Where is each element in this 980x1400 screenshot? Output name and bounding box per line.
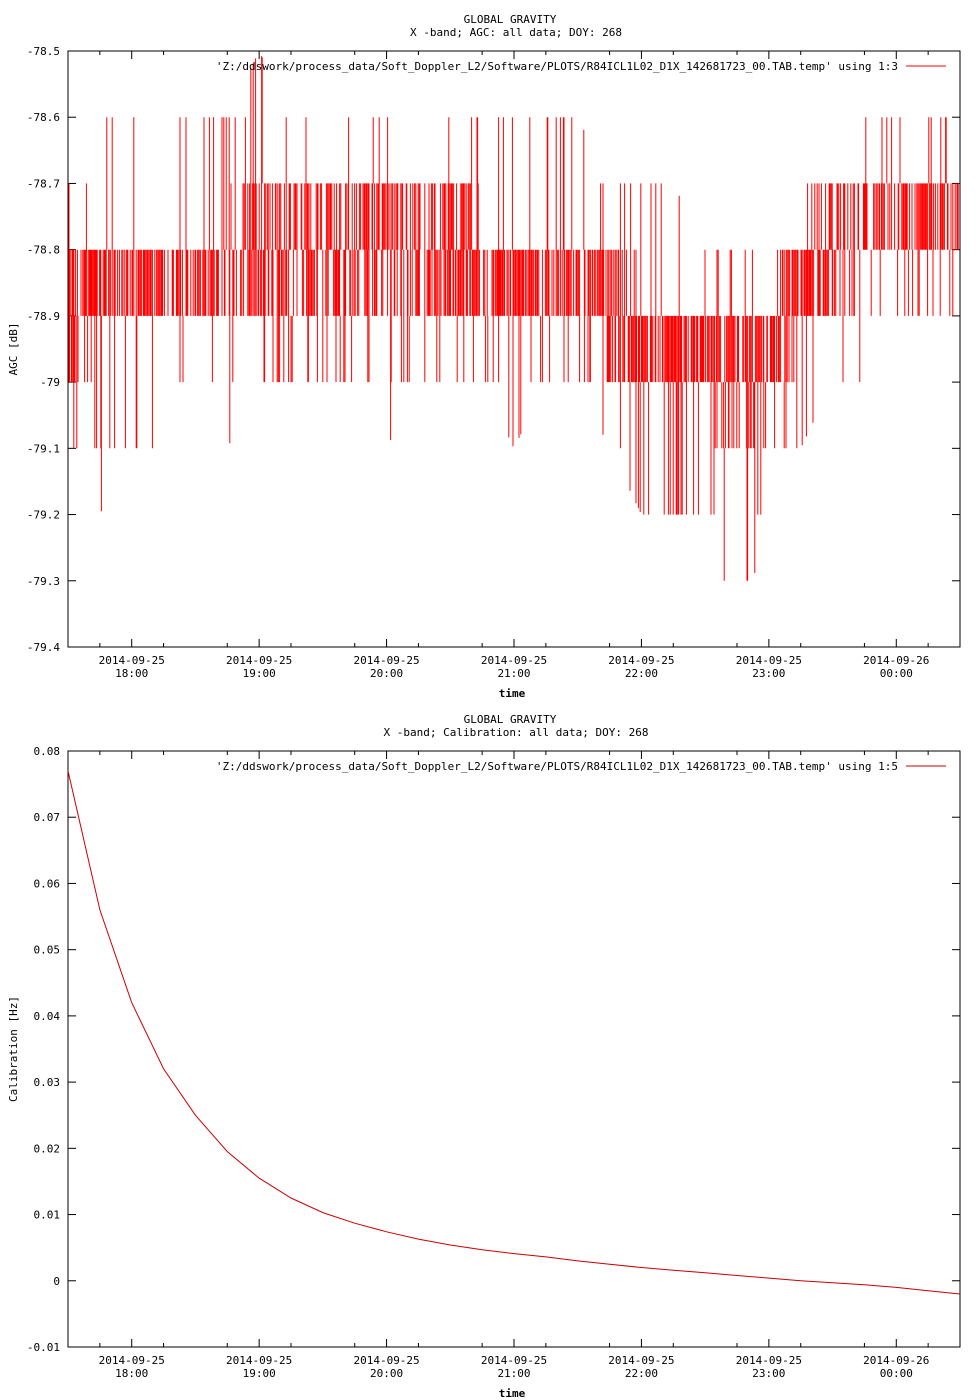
x-tick-time-label: 20:00 xyxy=(370,667,403,680)
x-tick-time-label: 22:00 xyxy=(625,1367,658,1380)
y-tick-label: 0 xyxy=(53,1275,60,1288)
chart-subtitle: X -band; Calibration: all data; DOY: 268 xyxy=(384,726,649,739)
x-tick-time-label: 00:00 xyxy=(880,1367,913,1380)
x-tick-time-label: 23:00 xyxy=(752,667,785,680)
x-tick-time-label: 18:00 xyxy=(115,1367,148,1380)
series-line-agc xyxy=(68,56,959,581)
x-tick-date-label: 2014-09-26 xyxy=(863,1354,929,1367)
y-tick-label: -79 xyxy=(40,376,60,389)
y-tick-label: 0.05 xyxy=(34,944,61,957)
x-axis-ticks: 2014-09-2518:002014-09-2519:002014-09-25… xyxy=(99,51,929,680)
x-tick-time-label: 19:00 xyxy=(243,667,276,680)
plot-frame xyxy=(67,750,961,1348)
legend-label: 'Z:/ddswork/process_data/Soft_Doppler_L2… xyxy=(216,60,898,73)
x-axis-label: time xyxy=(499,1387,526,1400)
legend: 'Z:/ddswork/process_data/Soft_Doppler_L2… xyxy=(216,760,946,773)
y-tick-label: 0.02 xyxy=(34,1142,61,1155)
y-axis-label: Calibration [Hz] xyxy=(7,996,20,1102)
y-tick-label: 0.07 xyxy=(34,811,61,824)
x-tick-date-label: 2014-09-25 xyxy=(353,1354,419,1367)
x-axis-ticks: 2014-09-2518:002014-09-2519:002014-09-25… xyxy=(99,751,929,1380)
x-tick-time-label: 00:00 xyxy=(880,667,913,680)
y-tick-label: -79.3 xyxy=(27,575,60,588)
x-tick-time-label: 20:00 xyxy=(370,1367,403,1380)
legend-label: 'Z:/ddswork/process_data/Soft_Doppler_L2… xyxy=(216,760,898,773)
x-tick-date-label: 2014-09-26 xyxy=(863,654,929,667)
x-tick-date-label: 2014-09-25 xyxy=(226,1354,292,1367)
chart-title: GLOBAL GRAVITY xyxy=(464,713,557,726)
x-tick-date-label: 2014-09-25 xyxy=(608,1354,674,1367)
x-tick-date-label: 2014-09-25 xyxy=(99,654,165,667)
calibration-chart: GLOBAL GRAVITY X -band; Calibration: all… xyxy=(7,713,961,1400)
y-tick-label: 0.04 xyxy=(34,1010,61,1023)
legend: 'Z:/ddswork/process_data/Soft_Doppler_L2… xyxy=(216,60,946,73)
x-tick-date-label: 2014-09-25 xyxy=(353,654,419,667)
y-tick-label: 0.08 xyxy=(34,745,61,758)
x-tick-date-label: 2014-09-25 xyxy=(226,654,292,667)
x-tick-time-label: 21:00 xyxy=(497,667,530,680)
x-tick-date-label: 2014-09-25 xyxy=(481,1354,547,1367)
x-tick-time-label: 21:00 xyxy=(497,1367,530,1380)
series-layer xyxy=(68,56,959,581)
chart-title: GLOBAL GRAVITY xyxy=(464,13,557,26)
x-axis-label: time xyxy=(499,687,526,700)
x-tick-date-label: 2014-09-25 xyxy=(736,1354,802,1367)
y-tick-label: -78.8 xyxy=(27,244,60,257)
y-tick-label: 0.01 xyxy=(34,1209,61,1222)
y-axis-ticks: -78.5 -78.6 -78.7 -78.8 -78.9 -79 -79.1 -79.2 -7… xyxy=(27,45,960,654)
series-layer xyxy=(67,770,961,1295)
y-tick-label: -0.01 xyxy=(27,1341,60,1354)
x-tick-time-label: 23:00 xyxy=(752,1367,785,1380)
x-tick-date-label: 2014-09-25 xyxy=(736,654,802,667)
x-tick-date-label: 2014-09-25 xyxy=(481,654,547,667)
y-tick-label: 0.03 xyxy=(34,1076,61,1089)
plot-frame xyxy=(67,50,961,648)
y-tick-label: -79.1 xyxy=(27,442,60,455)
series-line-calibration xyxy=(67,770,961,1295)
x-tick-time-label: 19:00 xyxy=(243,1367,276,1380)
y-tick-label: 0.06 xyxy=(34,877,61,890)
y-tick-label: -79.2 xyxy=(27,509,60,522)
y-axis-label: AGC [dB] xyxy=(7,323,20,376)
x-tick-time-label: 18:00 xyxy=(115,667,148,680)
x-tick-time-label: 22:00 xyxy=(625,667,658,680)
y-tick-label: -78.5 xyxy=(27,45,60,58)
chart-subtitle: X -band; AGC: all data; DOY: 268 xyxy=(410,26,622,39)
y-tick-label: -79.4 xyxy=(27,641,60,654)
y-axis-ticks: 0.08 0.07 0.06 0.05 0.04 0.03 0.02 0.01 0 -0.01 xyxy=(27,745,960,1354)
y-tick-label: -78.9 xyxy=(27,310,60,323)
x-tick-date-label: 2014-09-25 xyxy=(99,1354,165,1367)
y-tick-label: -78.6 xyxy=(27,111,60,124)
x-tick-date-label: 2014-09-25 xyxy=(608,654,674,667)
y-tick-label: -78.7 xyxy=(27,177,60,190)
agc-chart: GLOBAL GRAVITY X -band; AGC: all data; D… xyxy=(7,13,961,700)
